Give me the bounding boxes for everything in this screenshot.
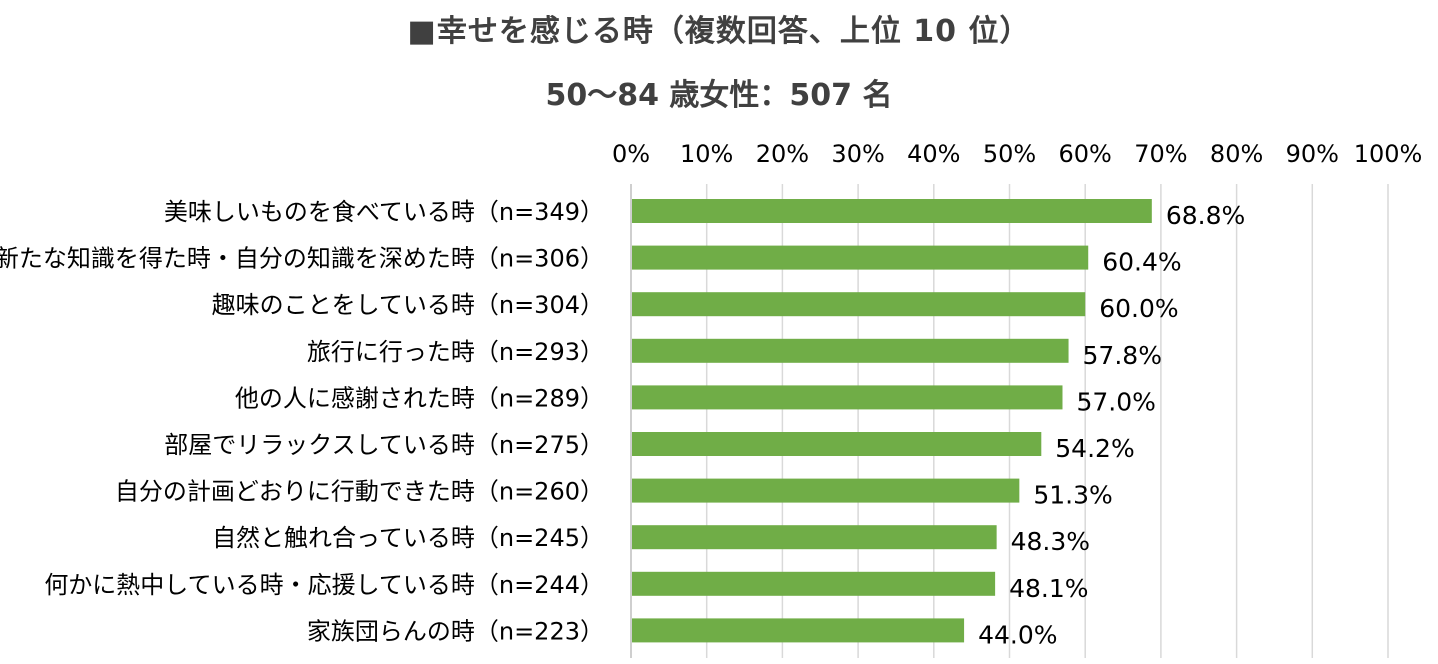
bar — [632, 245, 1089, 270]
data-label: 51.3% — [1033, 481, 1112, 510]
x-tick-label: 20% — [756, 140, 809, 168]
x-tick-label: 50% — [983, 140, 1036, 168]
data-label: 60.4% — [1102, 248, 1181, 277]
x-tick-label: 30% — [831, 140, 884, 168]
data-label: 44.0% — [978, 620, 1057, 649]
bar — [632, 571, 996, 596]
x-tick-label: 90% — [1286, 140, 1339, 168]
bar — [632, 199, 1152, 223]
bar — [632, 525, 997, 550]
x-tick-label: 80% — [1210, 140, 1263, 168]
category-label: 自然と触れ合っている時（n=245） — [212, 524, 604, 552]
x-tick-label: 0% — [612, 140, 650, 168]
chart-title: ■幸せを感じる時（複数回答、上位 10 位） — [407, 14, 1031, 49]
data-label: 54.2% — [1055, 434, 1134, 463]
bar — [632, 478, 1020, 503]
category-label: 他の人に感謝された時（n=289） — [235, 384, 604, 412]
category-label: 部屋でリラックスしている時（n=275） — [164, 431, 604, 459]
bar — [632, 618, 965, 643]
x-tick-label: 10% — [680, 140, 733, 168]
bar — [632, 385, 1063, 410]
x-tick-label: 70% — [1134, 140, 1187, 168]
category-label: 美味しいものを食べている時（n=349） — [164, 198, 604, 226]
category-label: 旅行に行った時（n=293） — [307, 338, 604, 366]
data-label: 57.0% — [1076, 387, 1155, 416]
data-label: 48.3% — [1011, 527, 1090, 556]
x-tick-label: 100% — [1354, 140, 1423, 168]
category-label: 家族団らんの時（n=223） — [307, 617, 604, 645]
bar — [632, 432, 1042, 456]
bar — [632, 292, 1086, 317]
bar — [632, 338, 1069, 363]
category-label: 新たな知識を得た時・自分の知識を深めた時（n=306） — [0, 245, 604, 273]
data-label: 48.1% — [1009, 574, 1088, 603]
x-tick-label: 60% — [1059, 140, 1112, 168]
data-label: 68.8% — [1166, 201, 1245, 230]
category-label: 何かに熱中している時・応援している時（n=244） — [44, 571, 604, 599]
data-label: 57.8% — [1083, 341, 1162, 370]
category-label: 趣味のことをしている時（n=304） — [212, 291, 604, 319]
data-label: 60.0% — [1099, 294, 1178, 323]
x-tick-label: 40% — [907, 140, 960, 168]
chart-subtitle: 50～84 歳女性：507 名 — [545, 78, 893, 113]
category-label: 自分の計画どおりに行動できた時（n=260） — [115, 478, 604, 506]
